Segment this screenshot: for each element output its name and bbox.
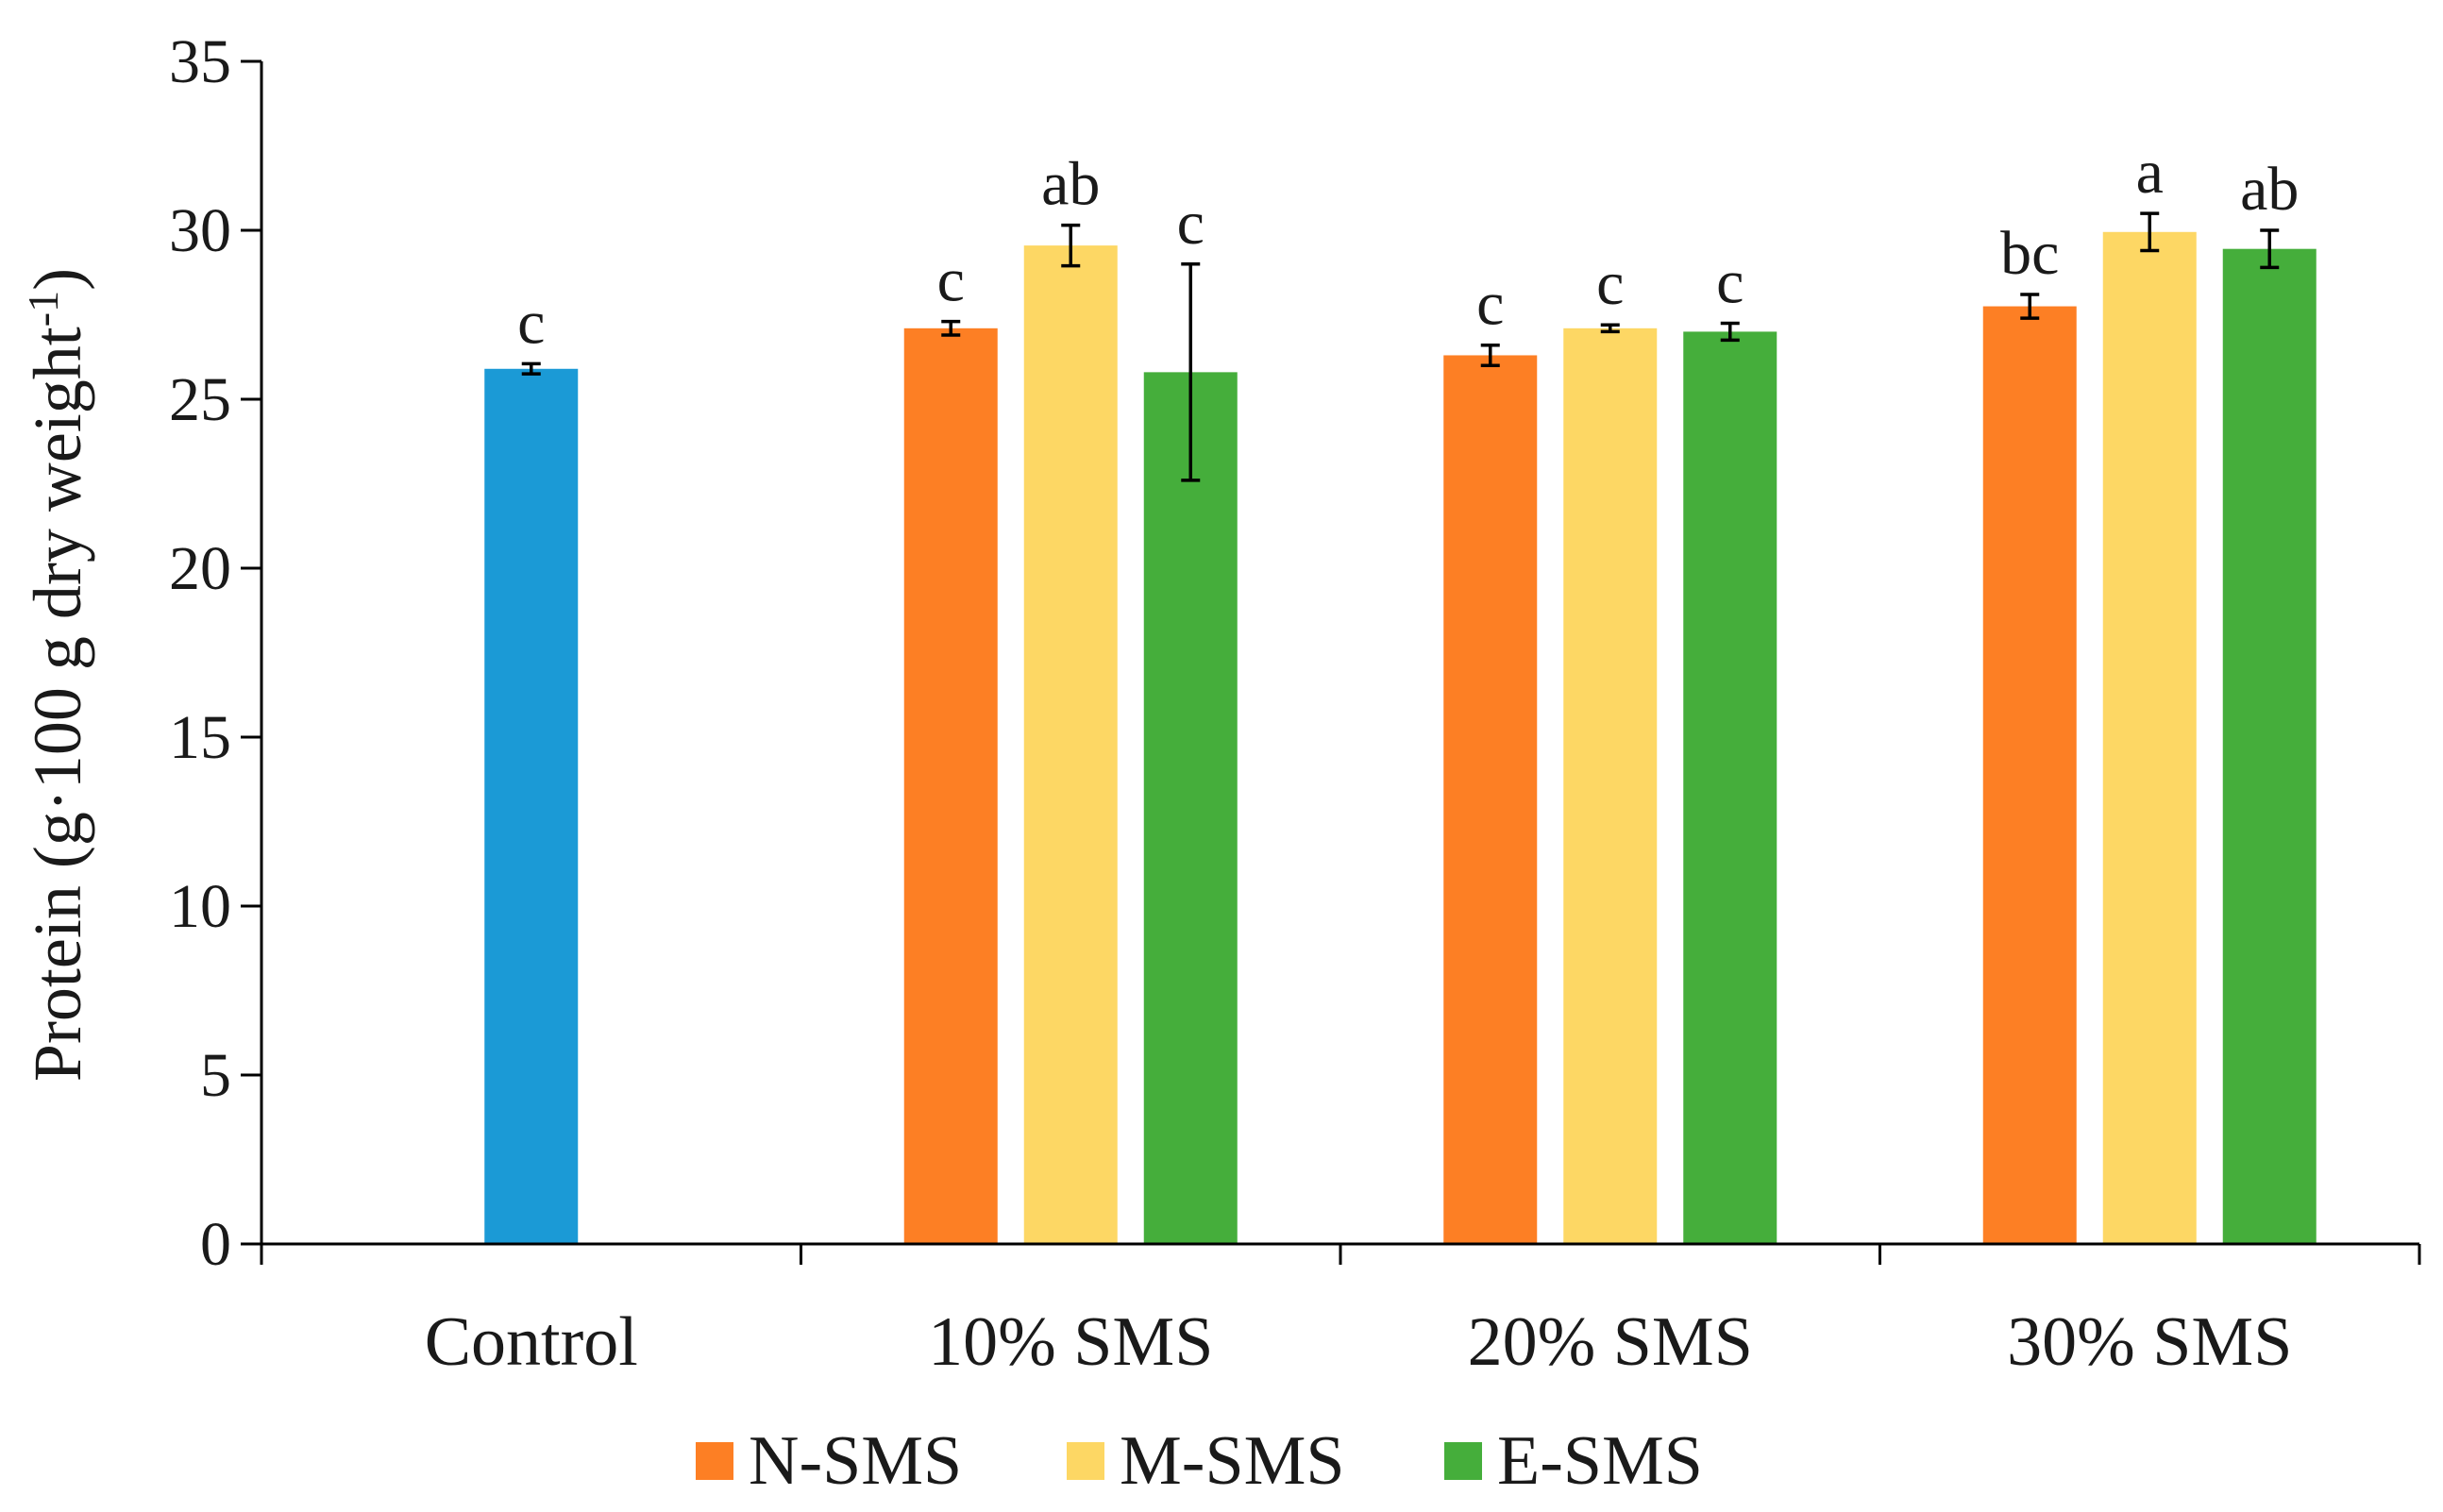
bar-e-sms (1143, 372, 1238, 1244)
error-bar (1600, 323, 1620, 334)
x-category-label: 20% SMS (1468, 1303, 1753, 1381)
x-category-label: Control (425, 1303, 638, 1381)
error-bar (1720, 321, 1740, 343)
y-tick-label: 35 (169, 27, 231, 96)
error-bar (941, 319, 961, 337)
bar-n-sms (1982, 306, 2077, 1244)
significance-label: ab (2240, 155, 2299, 224)
significance-label: c (1476, 270, 1504, 339)
bar-m-sms (1563, 328, 1658, 1244)
bar-m-sms (2102, 231, 2197, 1244)
error-bar (1181, 262, 1201, 482)
y-tick-label: 30 (169, 196, 231, 265)
bar-m-sms (1023, 245, 1118, 1244)
legend-swatch (1444, 1442, 1482, 1480)
legend: N-SMS M-SMS E-SMS (696, 1422, 1703, 1500)
x-category-label: 10% SMS (928, 1303, 1213, 1381)
error-bar (2260, 228, 2280, 270)
error-bar (2140, 211, 2160, 253)
error-bar (1061, 223, 1081, 268)
significance-label: c (1716, 247, 1744, 316)
y-tick-label: 10 (169, 872, 231, 941)
bar-n-sms (903, 328, 998, 1244)
legend-label: M-SMS (1120, 1422, 1345, 1500)
significance-label: bc (2000, 219, 2059, 288)
bar-n-sms (1443, 355, 1538, 1245)
y-tick-label: 15 (169, 703, 231, 772)
x-category-label: 30% SMS (2007, 1303, 2292, 1381)
legend-swatch (696, 1442, 733, 1480)
legend-swatch (1067, 1442, 1104, 1480)
y-axis-title: Protein (g·100 g dry weight-1) (19, 268, 95, 1082)
significance-label: a (2136, 138, 2164, 207)
significance-label: c (517, 288, 545, 357)
y-tick-label: 20 (169, 534, 231, 603)
x-axis: Control 10% SMS 20% SMS 30% SMS (260, 1242, 2421, 1381)
bar-e-sms (1683, 331, 1777, 1244)
bar-control (484, 368, 579, 1244)
y-tick-label: 25 (169, 365, 231, 434)
error-bar (1480, 343, 1500, 367)
y-tick-label: 0 (200, 1210, 231, 1279)
significance-label: ab (1041, 150, 1100, 219)
error-bar (521, 361, 541, 376)
legend-label: E-SMS (1497, 1422, 1703, 1500)
significance-label: c (1596, 249, 1624, 318)
significance-label: c (937, 246, 965, 315)
bar-e-sms (2222, 248, 2317, 1245)
error-bar (2020, 293, 2040, 320)
y-axis-ticks: 0 5 10 15 20 25 30 35 (169, 27, 261, 1279)
bar-series: c c ab c c c c bc a ab (484, 138, 2317, 1245)
significance-label: c (1177, 189, 1205, 258)
y-tick-label: 5 (200, 1041, 231, 1110)
legend-label: N-SMS (749, 1422, 962, 1500)
